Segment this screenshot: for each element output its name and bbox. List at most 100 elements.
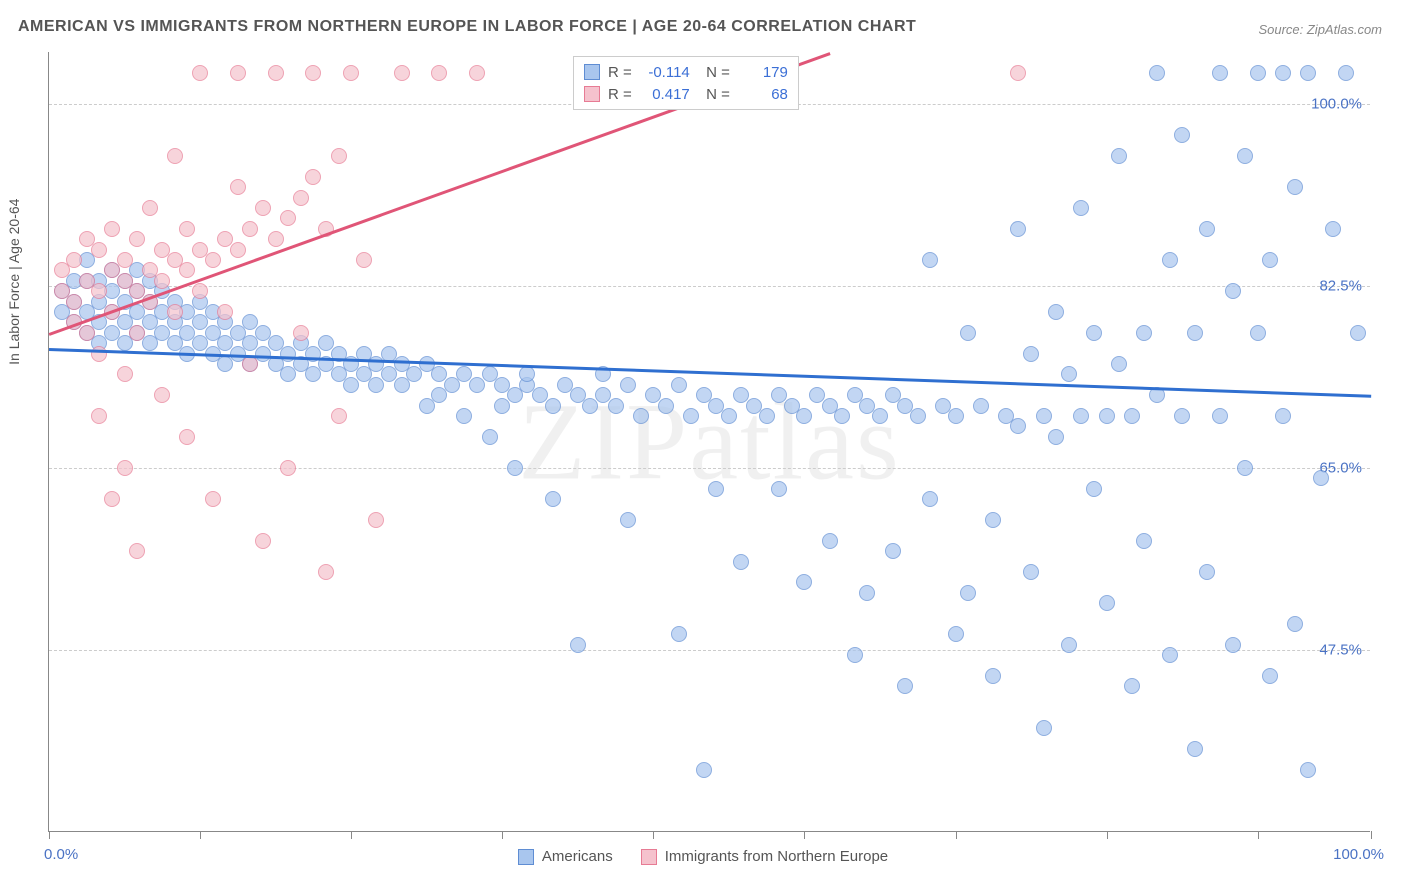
dot-americans — [1262, 252, 1278, 268]
swatch-legend1 — [518, 849, 534, 865]
dot-immigrants — [230, 242, 246, 258]
dot-americans — [1023, 564, 1039, 580]
dot-americans — [985, 668, 1001, 684]
dot-immigrants — [91, 242, 107, 258]
dot-immigrants — [192, 283, 208, 299]
dot-americans — [985, 512, 1001, 528]
x-tick — [351, 831, 352, 839]
bottom-legend: Americans Immigrants from Northern Europ… — [0, 848, 1406, 865]
x-tick — [1258, 831, 1259, 839]
stat-label-r: R = — [608, 86, 632, 103]
dot-americans — [1237, 148, 1253, 164]
dot-americans — [696, 762, 712, 778]
dot-immigrants — [305, 169, 321, 185]
dot-immigrants — [280, 210, 296, 226]
dot-americans — [1212, 408, 1228, 424]
dot-immigrants — [129, 543, 145, 559]
dot-immigrants — [154, 387, 170, 403]
dot-americans — [1073, 200, 1089, 216]
dot-americans — [1086, 481, 1102, 497]
dot-americans — [960, 585, 976, 601]
grid-line — [49, 468, 1370, 469]
dot-immigrants — [217, 304, 233, 320]
dot-americans — [885, 543, 901, 559]
dot-americans — [1048, 429, 1064, 445]
dot-immigrants — [343, 65, 359, 81]
dot-americans — [1325, 221, 1341, 237]
grid-line — [49, 286, 1370, 287]
dot-immigrants — [154, 273, 170, 289]
dot-americans — [1275, 65, 1291, 81]
dot-americans — [1099, 408, 1115, 424]
dot-americans — [1149, 65, 1165, 81]
dot-americans — [683, 408, 699, 424]
dot-americans — [1136, 325, 1152, 341]
plot-area: ZIPatlas 47.5%65.0%82.5%100.0% — [48, 52, 1370, 832]
dot-americans — [1275, 408, 1291, 424]
dot-americans — [1262, 668, 1278, 684]
dot-americans — [1187, 741, 1203, 757]
dot-americans — [1010, 418, 1026, 434]
dot-americans — [1287, 179, 1303, 195]
dot-immigrants — [66, 294, 82, 310]
dot-americans — [671, 377, 687, 393]
x-tick — [804, 831, 805, 839]
legend-item-series2: Immigrants from Northern Europe — [641, 848, 888, 865]
y-axis-label: In Labor Force | Age 20-64 — [6, 199, 22, 365]
dot-americans — [1010, 221, 1026, 237]
dot-americans — [822, 533, 838, 549]
dot-immigrants — [117, 252, 133, 268]
dot-americans — [633, 408, 649, 424]
dot-americans — [1212, 65, 1228, 81]
dot-americans — [1036, 720, 1052, 736]
dot-americans — [948, 626, 964, 642]
dot-americans — [1162, 252, 1178, 268]
dot-americans — [796, 408, 812, 424]
dot-immigrants — [293, 325, 309, 341]
dot-americans — [1099, 595, 1115, 611]
dot-americans — [872, 408, 888, 424]
chart-title: AMERICAN VS IMMIGRANTS FROM NORTHERN EUR… — [18, 18, 916, 36]
dot-immigrants — [394, 65, 410, 81]
dot-americans — [1199, 564, 1215, 580]
dot-americans — [1124, 408, 1140, 424]
dot-americans — [834, 408, 850, 424]
dot-americans — [1225, 283, 1241, 299]
dot-immigrants — [117, 366, 133, 382]
dot-immigrants — [167, 304, 183, 320]
dot-americans — [545, 398, 561, 414]
dot-immigrants — [242, 356, 258, 372]
dot-americans — [1048, 304, 1064, 320]
stat-r-series2: 0.417 — [640, 86, 690, 103]
correlation-stats-box: R = -0.114 N = 179 R = 0.417 N = 68 — [573, 56, 799, 110]
dot-americans — [1250, 325, 1266, 341]
dot-immigrants — [268, 65, 284, 81]
dot-americans — [859, 585, 875, 601]
dot-americans — [960, 325, 976, 341]
dot-immigrants — [255, 200, 271, 216]
dot-immigrants — [179, 262, 195, 278]
dot-americans — [1061, 637, 1077, 653]
dot-immigrants — [205, 252, 221, 268]
x-tick — [49, 831, 50, 839]
dot-americans — [922, 491, 938, 507]
dot-immigrants — [91, 346, 107, 362]
dot-immigrants — [230, 179, 246, 195]
dot-americans — [482, 429, 498, 445]
dot-immigrants — [179, 221, 195, 237]
dot-americans — [708, 481, 724, 497]
source-attribution: Source: ZipAtlas.com — [1258, 22, 1382, 37]
dot-immigrants — [117, 460, 133, 476]
dot-americans — [1174, 408, 1190, 424]
dot-immigrants — [431, 65, 447, 81]
stat-r-series1: -0.114 — [640, 64, 690, 81]
x-tick-label-min: 0.0% — [44, 846, 78, 863]
dot-americans — [1225, 637, 1241, 653]
dot-immigrants — [368, 512, 384, 528]
dot-americans — [1300, 65, 1316, 81]
dot-americans — [1300, 762, 1316, 778]
dot-immigrants — [331, 148, 347, 164]
dot-americans — [1086, 325, 1102, 341]
dot-americans — [1124, 678, 1140, 694]
dot-americans — [1250, 65, 1266, 81]
